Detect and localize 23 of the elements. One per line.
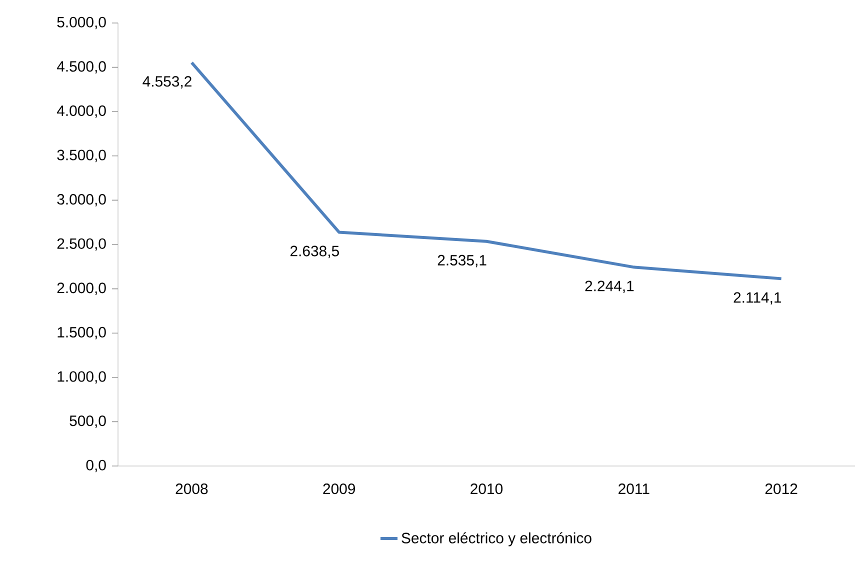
line-series	[190, 61, 783, 280]
y-tick-label: 500,0	[70, 416, 106, 428]
x-tick-label: 2010	[470, 484, 503, 494]
data-label: 2.638,5	[290, 246, 339, 258]
y-tick-label: 5.000,0	[57, 16, 106, 30]
y-tick-label: 2.500,0	[57, 238, 106, 251]
data-label: 2.114,1	[734, 292, 782, 305]
x-tick-label: 2011	[618, 484, 650, 494]
data-label: 2.535,1	[438, 254, 486, 268]
y-tick-label: 0,0	[86, 460, 106, 472]
x-tick-label: 2009	[323, 484, 355, 494]
y-tick-label: 1.000,0	[58, 371, 106, 384]
legend-label: Sector eléctrico y electrónico	[402, 532, 592, 546]
x-tick-label: 2012	[765, 484, 798, 494]
y-tick-label: 4.000,0	[56, 105, 106, 118]
data-label: 2.244,1	[585, 280, 634, 294]
y-tick-label: 4.500,0	[56, 61, 106, 74]
y-tick-label: 3.500,0	[57, 150, 106, 162]
x-tick-label: 2008	[176, 484, 208, 494]
y-tick-label: 1.500,0	[58, 326, 106, 340]
y-tick-label: 2.000,0	[57, 282, 106, 295]
data-label: 4.553,2	[142, 76, 192, 88]
y-tick-label: 3.000,0	[57, 194, 106, 206]
